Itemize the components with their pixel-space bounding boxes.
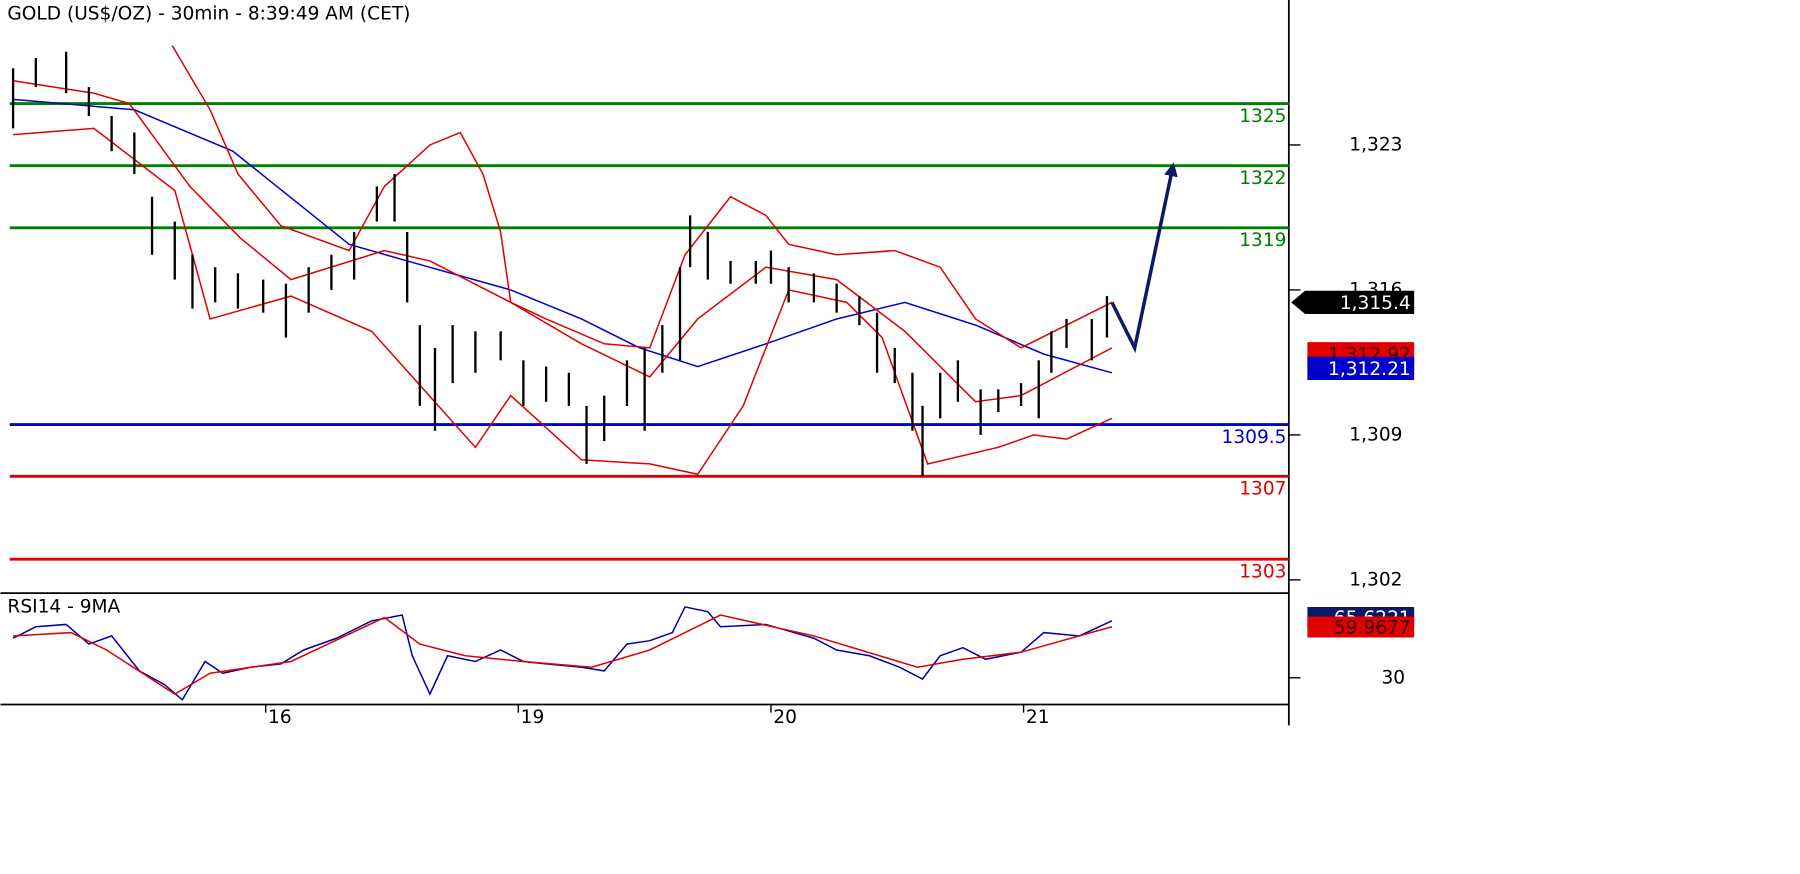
- price-tag: [1291, 290, 1415, 314]
- y-tick-label: 1,302: [1349, 569, 1402, 590]
- x-tick-label: 21: [1026, 707, 1050, 728]
- level-label: 1325: [1239, 106, 1286, 127]
- price-tag: [1307, 356, 1415, 381]
- level-label: 1309.5: [1222, 427, 1287, 448]
- price-tag: [1307, 616, 1415, 638]
- indicator-line: [13, 127, 1113, 476]
- price-tag-label: 1,312.21: [1328, 359, 1411, 380]
- price-tag-label: 59.9677: [1334, 618, 1411, 639]
- indicator-line: [13, 98, 1113, 374]
- level-label: 1303: [1239, 561, 1286, 582]
- rsi-title: RSI14 - 9MA: [7, 597, 120, 618]
- x-tick-label: 19: [521, 707, 545, 728]
- indicator-line: [171, 45, 1113, 349]
- x-tick-label: 20: [773, 707, 797, 728]
- price-tag-label: 1,315.4: [1340, 293, 1411, 314]
- chart-title: GOLD (US$/OZ) - 30min - 8:39:49 AM (CET): [7, 3, 410, 24]
- x-tick-label: 16: [268, 707, 292, 728]
- y-tick-label: 1,309: [1349, 424, 1402, 445]
- level-label: 1319: [1239, 230, 1286, 251]
- y-tick-label: 1,323: [1349, 134, 1402, 155]
- level-label: 1322: [1239, 168, 1286, 189]
- level-label: 1307: [1239, 479, 1286, 500]
- y-tick-label: 30: [1381, 667, 1405, 688]
- indicator-line: [13, 80, 1113, 403]
- projection-arrow: [1110, 162, 1178, 354]
- rsi-line: [13, 614, 1113, 695]
